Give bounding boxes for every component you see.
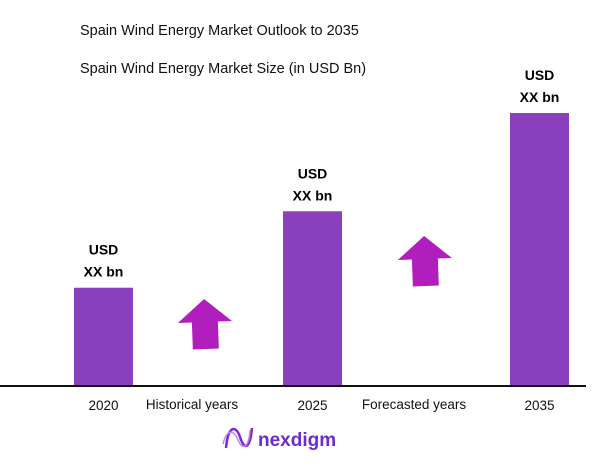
bar-label-currency: USD [525, 67, 555, 83]
arrow-forecasted-icon [397, 236, 452, 287]
brand-name: nexdigm [258, 430, 336, 451]
bar-label-value: XX bn [84, 264, 124, 280]
bar-2020 [74, 287, 133, 386]
chart-title: Spain Wind Energy Market Outlook to 2035 [80, 23, 359, 39]
nexdigm-logo: nexdigm [222, 427, 336, 451]
bar-label-value: XX bn [293, 187, 333, 203]
chart-subtitle: Spain Wind Energy Market Size (in USD Bn… [80, 61, 366, 77]
bar-label-currency: USD [89, 242, 119, 258]
x-tick-label: 2020 [88, 398, 118, 413]
x-tick-label: 2035 [524, 398, 554, 413]
bar-2025 [283, 211, 342, 386]
bar-2035 [510, 113, 569, 386]
arrow-historical-icon [177, 299, 232, 350]
period-label-forecasted: Forecasted years [362, 397, 467, 412]
bar-label-currency: USD [298, 165, 328, 181]
x-tick-label: 2025 [297, 398, 327, 413]
bar-label-value: XX bn [520, 89, 560, 105]
period-label-historical: Historical years [146, 397, 239, 412]
